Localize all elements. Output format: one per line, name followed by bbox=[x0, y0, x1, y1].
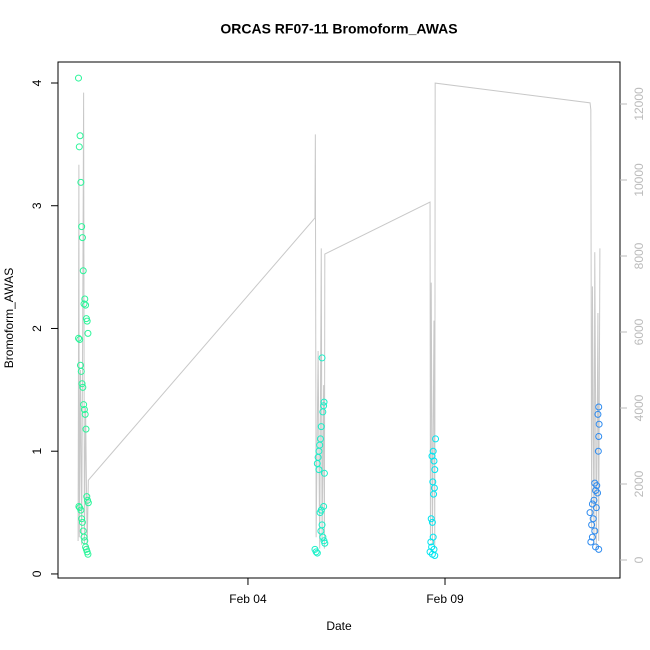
y-tick-label: 1 bbox=[30, 448, 44, 455]
point bbox=[77, 367, 85, 375]
point bbox=[591, 527, 599, 535]
point bbox=[315, 466, 323, 474]
chart-title: ORCAS RF07-11 Bromoform_AWAS bbox=[220, 21, 457, 37]
point bbox=[77, 178, 85, 186]
point bbox=[594, 410, 602, 418]
point bbox=[80, 405, 88, 413]
point bbox=[80, 533, 88, 541]
y2-tick-label: 8000 bbox=[632, 242, 646, 269]
point bbox=[77, 506, 85, 514]
y-tick-label: 4 bbox=[30, 79, 44, 86]
point bbox=[588, 533, 596, 541]
point bbox=[589, 515, 597, 523]
point bbox=[78, 518, 86, 526]
point bbox=[83, 317, 91, 325]
point bbox=[593, 482, 601, 490]
altitude-line bbox=[77, 82, 601, 549]
point bbox=[427, 515, 435, 523]
point bbox=[84, 499, 92, 507]
point bbox=[595, 403, 603, 411]
point bbox=[431, 466, 439, 474]
point bbox=[588, 500, 596, 508]
point bbox=[80, 401, 88, 409]
point bbox=[76, 132, 84, 140]
y2-tick-label: 2000 bbox=[632, 470, 646, 497]
y-tick-label: 2 bbox=[30, 325, 44, 332]
y2-tick-label: 6000 bbox=[632, 318, 646, 345]
y-tick-label: 0 bbox=[30, 570, 44, 577]
y2-tick-label: 0 bbox=[632, 556, 646, 563]
point bbox=[74, 334, 82, 342]
x-tick-label: Feb 04 bbox=[229, 592, 267, 606]
point bbox=[595, 420, 603, 428]
point bbox=[595, 432, 603, 440]
point bbox=[317, 527, 325, 535]
point bbox=[79, 267, 87, 275]
point bbox=[319, 408, 327, 416]
point bbox=[81, 410, 89, 418]
point bbox=[320, 398, 328, 406]
point bbox=[586, 509, 594, 517]
point bbox=[74, 74, 82, 82]
x-tick-label: Feb 09 bbox=[426, 592, 464, 606]
point bbox=[78, 223, 86, 231]
point bbox=[588, 521, 596, 529]
point bbox=[432, 435, 440, 443]
point bbox=[428, 518, 436, 526]
point bbox=[590, 496, 598, 504]
point bbox=[592, 504, 600, 512]
point bbox=[429, 478, 437, 486]
point bbox=[595, 545, 603, 553]
point bbox=[427, 538, 435, 546]
y2-tick-label: 4000 bbox=[632, 394, 646, 421]
point bbox=[594, 489, 602, 497]
x-axis-label: Date bbox=[326, 619, 352, 633]
point bbox=[78, 515, 86, 523]
point bbox=[75, 502, 83, 510]
point bbox=[84, 329, 92, 337]
y2-tick-label: 10000 bbox=[632, 163, 646, 197]
point bbox=[319, 533, 327, 541]
point bbox=[79, 383, 87, 391]
point bbox=[312, 548, 320, 556]
y-axis-label: Bromoform_AWAS bbox=[2, 268, 16, 368]
point bbox=[321, 539, 329, 547]
point bbox=[76, 336, 84, 344]
point bbox=[78, 380, 86, 388]
point bbox=[594, 447, 602, 455]
point bbox=[84, 550, 92, 558]
point bbox=[587, 538, 595, 546]
point bbox=[313, 459, 321, 467]
point bbox=[430, 457, 438, 465]
plot-box bbox=[57, 61, 621, 579]
point bbox=[83, 493, 91, 501]
point bbox=[318, 354, 326, 362]
point bbox=[320, 502, 328, 510]
point bbox=[78, 234, 86, 242]
point bbox=[75, 143, 83, 151]
point bbox=[429, 447, 437, 455]
point bbox=[430, 490, 438, 498]
y-tick-label: 3 bbox=[30, 202, 44, 209]
point bbox=[80, 300, 88, 308]
point bbox=[82, 425, 90, 433]
point bbox=[431, 552, 439, 560]
point bbox=[313, 549, 321, 557]
y2-tick-label: 12000 bbox=[632, 87, 646, 121]
point bbox=[82, 301, 90, 309]
point bbox=[317, 423, 325, 431]
point bbox=[320, 469, 328, 477]
point bbox=[316, 509, 324, 517]
